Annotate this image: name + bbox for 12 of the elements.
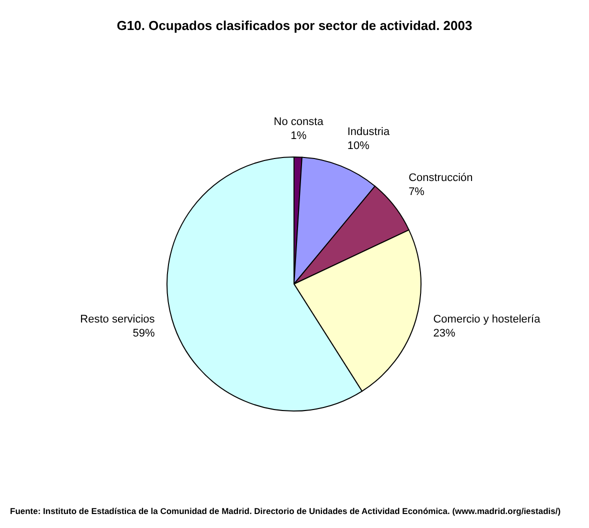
- slice-label: Comercio y hostelería: [433, 313, 542, 326]
- data-label: 10%: [347, 140, 370, 152]
- data-label: 1%: [290, 130, 307, 142]
- slice-label: Industria: [347, 126, 390, 138]
- data-label: 7%: [408, 186, 425, 198]
- slice-label: Construcción: [408, 172, 473, 184]
- source-note: Fuente: Instituto de Estadística de la Comunidad de Madrid. Directorio de Unidades de Actividad Económica. (www.madrid.org/iestadis/): [10, 506, 561, 516]
- data-label: 23%: [433, 327, 456, 340]
- chart-title: G10. Ocupados clasificados por sector de actividad. 2003: [116, 18, 472, 33]
- slice-label: Resto servicios: [80, 313, 156, 326]
- data-label: 59%: [132, 327, 155, 340]
- slice-label: No consta: [274, 116, 324, 128]
